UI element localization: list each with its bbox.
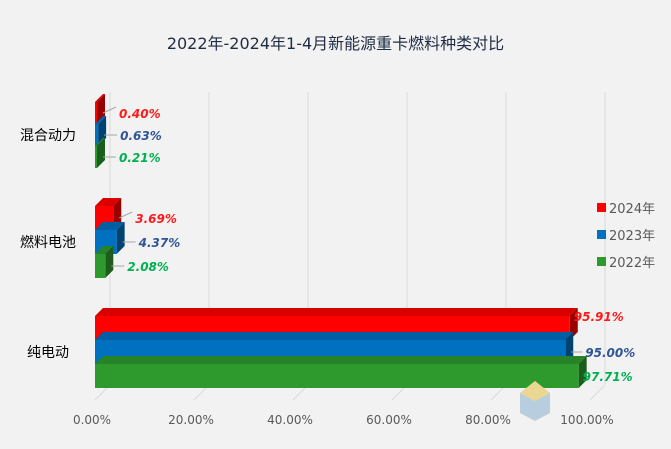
legend-label: 2022年 [609, 256, 655, 271]
bar-top [95, 198, 122, 206]
bar-side [578, 356, 587, 388]
bar-2022年 [95, 254, 106, 278]
data-label: 97.71% [583, 370, 633, 384]
bar-side [116, 222, 125, 254]
x-tick-label: 0.00% [73, 413, 111, 427]
legend-label: 2024年 [609, 202, 655, 217]
x-tick-label: 100.00% [560, 413, 613, 427]
bar-2022年 [95, 364, 579, 388]
bar-top [95, 246, 114, 254]
x-tick-label: 80.00% [465, 413, 511, 427]
bar-top [95, 222, 125, 230]
legend-label: 2023年 [609, 229, 655, 244]
data-label: 4.37% [138, 236, 181, 250]
data-label: 0.40% [119, 107, 161, 121]
legend-swatch [597, 257, 606, 266]
category-label: 混合动力 [20, 128, 76, 144]
bar-top [95, 116, 107, 124]
data-label: 0.21% [119, 151, 161, 165]
data-label: 95.00% [585, 346, 635, 360]
data-label: 3.69% [135, 212, 177, 226]
bar-side [105, 246, 114, 278]
bar-top [95, 94, 105, 102]
category-label: 燃料电池 [20, 234, 76, 251]
bar-top [95, 356, 587, 364]
leader-line [119, 211, 133, 219]
data-label: 0.63% [120, 129, 162, 143]
x-tick-label: 60.00% [366, 413, 412, 427]
data-label: 95.91% [574, 310, 624, 324]
leader-line [102, 106, 117, 114]
x-tick-label: 20.00% [168, 413, 214, 427]
bar-2022年 [95, 146, 97, 168]
x-tick-label: 40.00% [267, 413, 313, 427]
bar-2024年 [95, 102, 97, 124]
bar-2023年 [95, 124, 99, 146]
data-label: 2.08% [127, 260, 169, 274]
category-label: 纯电动 [27, 345, 69, 361]
legend-swatch [597, 203, 606, 212]
watermark-logo-icon [520, 381, 550, 401]
bar-side [97, 138, 105, 168]
gridline-floor [589, 384, 606, 401]
bar-top [95, 138, 105, 146]
bar-top [95, 308, 578, 316]
legend-swatch [597, 230, 606, 239]
chart-title: 2022年-2024年1-4月新能源重卡燃料种类对比 [166, 34, 505, 53]
bar-top [95, 332, 574, 340]
